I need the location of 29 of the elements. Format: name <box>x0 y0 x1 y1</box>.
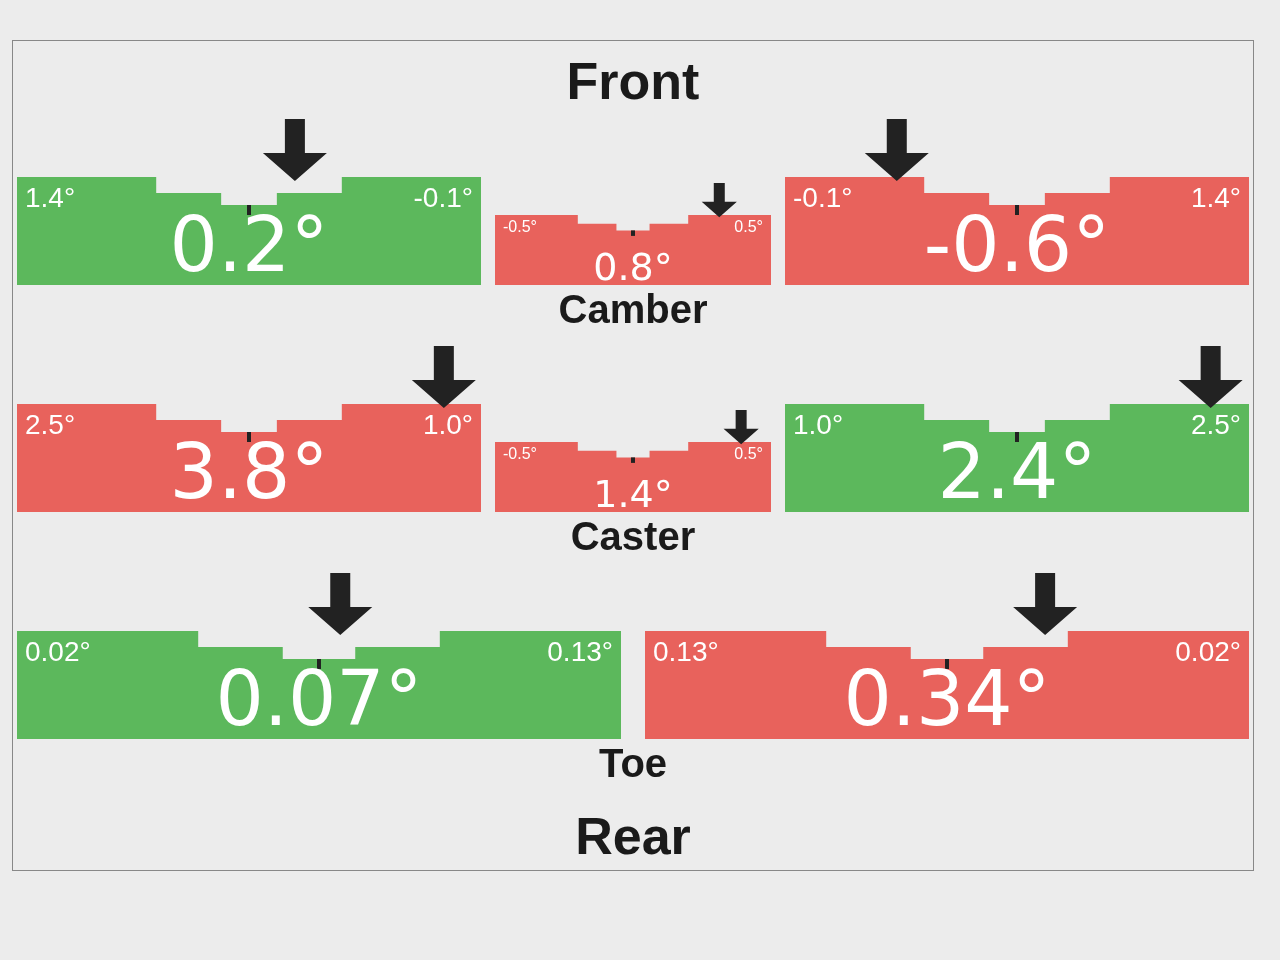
text: Camber <box>557 287 709 332</box>
text: -0.1° <box>413 181 473 213</box>
text: -0.5° <box>503 444 537 462</box>
data-label: 0.2° <box>169 199 329 289</box>
text: 2.5° <box>25 408 76 440</box>
data-label: 2.4° <box>937 426 1097 516</box>
text: 1.4° <box>1190 181 1241 213</box>
text: 1.0° <box>793 408 844 440</box>
text: 0.02° <box>25 635 91 667</box>
text: 0.02° <box>1175 635 1241 667</box>
text: -0.5° <box>503 217 537 235</box>
data-label: 3.8° <box>169 426 329 516</box>
data-label: 0.34° <box>843 653 1051 743</box>
text: 1.0° <box>422 408 473 440</box>
text: Toe <box>597 741 669 786</box>
data-label: 1.4° <box>593 471 673 516</box>
text: Front <box>565 51 701 112</box>
text: 2.5° <box>1190 408 1241 440</box>
text: Caster <box>569 514 697 559</box>
data-label: 0.8° <box>593 244 673 289</box>
data-label: -0.6° <box>923 199 1111 289</box>
data-label: 0.07° <box>215 653 423 743</box>
text: -0.1° <box>793 181 853 213</box>
text: Rear <box>574 806 692 867</box>
text: 1.4° <box>25 181 76 213</box>
text: 0.13° <box>547 635 613 667</box>
text: 0.5° <box>734 217 763 235</box>
text: 0.5° <box>734 444 763 462</box>
text: 0.13° <box>653 635 719 667</box>
